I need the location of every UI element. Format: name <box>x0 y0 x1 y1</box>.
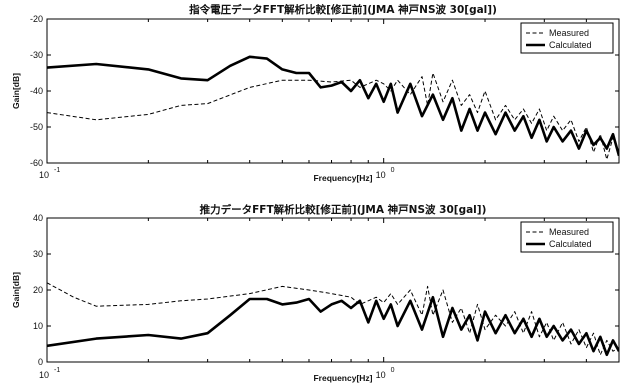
chart-2-ytick-label: 10 <box>33 321 43 331</box>
chart-2-series-calculated <box>47 295 619 357</box>
chart-2-xtick-exponent: 0 <box>391 367 395 374</box>
chart-1-title: 指令電圧データFFT解析比較[修正前](JMA 神戸NS波 30[gal]) <box>189 3 497 16</box>
chart-2-series-measured <box>47 282 619 356</box>
chart-2: 推力データFFT解析比較[修正前](JMA 神戸NS波 30[gal]) 40 30… <box>11 203 620 383</box>
chart-2-xtick-base: 10 <box>376 370 386 380</box>
chart-1-xlabel: Frequency[Hz] <box>313 173 372 183</box>
chart-2-xtick-exponent: -1 <box>54 367 60 374</box>
chart-1-ylabel: Gain[dB] <box>11 73 21 109</box>
chart-1-legend-label: Calculated <box>549 40 592 50</box>
chart-1-legend-box <box>520 22 614 54</box>
chart-2-ytick-label: 0 <box>38 357 43 367</box>
chart-2-xlabel: Frequency[Hz] <box>313 373 372 383</box>
chart-1-ytick-label: -50 <box>30 122 43 132</box>
chart-1-series-calculated <box>47 55 619 157</box>
chart-2-legend-label: Calculated <box>549 239 592 249</box>
chart-1: 指令電圧データFFT解析比較[修正前](JMA 神戸NS波 30[gal]) -2… <box>11 3 620 183</box>
chart-1-ytick-label: -60 <box>30 158 43 168</box>
chart-2-ytick-label: 20 <box>33 285 43 295</box>
chart-2-xtick-base: 10 <box>39 370 49 380</box>
chart-1-ytick-label: -30 <box>30 50 43 60</box>
chart-2-ytick-label: 40 <box>33 213 43 223</box>
chart-2-title: 推力データFFT解析比較[修正前](JMA 神戸NS波 30[gal]) <box>200 203 487 216</box>
chart-1-xtick-base: 10 <box>376 170 386 180</box>
chart-1-ytick-label: -20 <box>30 14 43 24</box>
chart-1-legend-label: Measured <box>549 28 589 38</box>
chart-2-legend-box <box>520 221 614 253</box>
chart-1-xtick-exponent: -1 <box>54 167 60 174</box>
chart-2-ytick-label: 30 <box>33 249 43 259</box>
chart-1-ytick-label: -40 <box>30 86 43 96</box>
chart-1-xtick-exponent: 0 <box>391 167 395 174</box>
chart-2-legend-label: Measured <box>549 227 589 237</box>
chart-1-series-measured <box>47 72 619 160</box>
chart-1-xtick-base: 10 <box>39 170 49 180</box>
chart-2-ylabel: Gain[dB] <box>11 272 21 308</box>
